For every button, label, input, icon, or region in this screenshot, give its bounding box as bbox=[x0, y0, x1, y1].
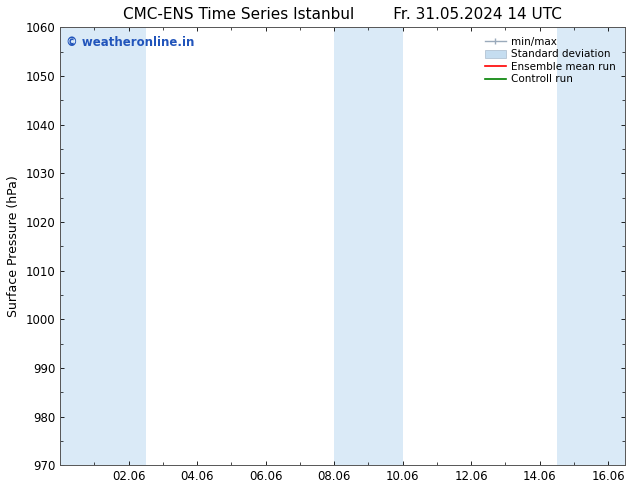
Y-axis label: Surface Pressure (hPa): Surface Pressure (hPa) bbox=[7, 175, 20, 317]
Bar bbox=[60, 27, 146, 465]
Legend: min/max, Standard deviation, Ensemble mean run, Controll run: min/max, Standard deviation, Ensemble me… bbox=[481, 32, 620, 89]
Bar bbox=[334, 27, 403, 465]
Bar bbox=[557, 27, 625, 465]
Text: © weatheronline.in: © weatheronline.in bbox=[66, 36, 194, 49]
Title: CMC-ENS Time Series Istanbul        Fr. 31.05.2024 14 UTC: CMC-ENS Time Series Istanbul Fr. 31.05.2… bbox=[123, 7, 562, 22]
